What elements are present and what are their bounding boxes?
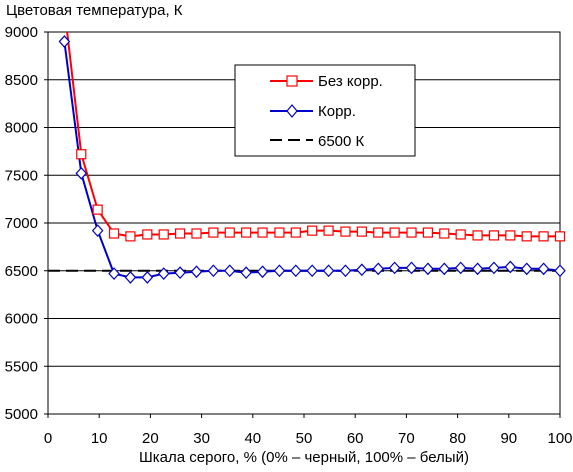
chart-title: Цветовая температура, К xyxy=(6,2,183,19)
x-tick-label: 20 xyxy=(142,430,159,447)
series-0-point xyxy=(488,230,500,241)
y-tick-label: 9000 xyxy=(5,24,38,41)
series-1-point xyxy=(438,262,451,276)
series-1-point xyxy=(256,265,269,279)
series-1-point xyxy=(207,264,220,278)
legend-label-0: Без корр. xyxy=(318,73,383,90)
y-tick-label: 8000 xyxy=(5,120,38,137)
series-1-point xyxy=(504,260,517,274)
series-1-point xyxy=(108,267,120,281)
series-0-point xyxy=(290,227,301,238)
series-0-point xyxy=(92,204,103,215)
series-0-point xyxy=(257,227,268,238)
series-0-point xyxy=(142,229,153,240)
series-1-point xyxy=(471,262,484,276)
series-0-point xyxy=(406,227,417,238)
series-1-point xyxy=(339,264,352,278)
series-0-point xyxy=(472,230,483,241)
x-tick-label: 70 xyxy=(398,430,415,447)
series-1-point xyxy=(322,264,335,278)
legend-box xyxy=(234,64,416,157)
series-1-point xyxy=(240,266,252,280)
series-layer xyxy=(48,32,566,284)
x-tick-label: 0 xyxy=(44,430,52,447)
series-0-point xyxy=(505,230,516,241)
series-1-point xyxy=(372,262,385,276)
series-1-point xyxy=(75,166,88,180)
x-tick-label: 90 xyxy=(500,430,517,447)
y-axis: 5000 5500 6000 6500 7000 7500 8000 8500 9000 xyxy=(5,24,48,423)
series-1-point xyxy=(223,264,236,278)
series-1-point xyxy=(356,263,368,277)
x-axis: 0 10 20 30 40 50 60 70 80 90 100 xyxy=(44,414,573,447)
series-1-point xyxy=(405,261,418,275)
series-0-point xyxy=(521,231,532,242)
series-0-point xyxy=(307,225,318,236)
series-1-point xyxy=(554,264,566,278)
series-1-point xyxy=(190,265,203,279)
series-0-point xyxy=(439,228,450,239)
series-1-point xyxy=(91,224,104,238)
y-tick-label: 8500 xyxy=(5,72,38,89)
series-0-point xyxy=(389,227,400,238)
series-0-point xyxy=(191,228,202,239)
series-1-point xyxy=(124,271,137,284)
series-0-point xyxy=(125,231,136,242)
series-0-point xyxy=(241,227,252,238)
series-0-point xyxy=(274,227,285,238)
series-1-point xyxy=(174,266,186,280)
series-0-point xyxy=(455,229,466,240)
series-0-point xyxy=(158,229,169,240)
series-0-point xyxy=(108,228,120,239)
series-1-point xyxy=(141,271,154,284)
x-tick-label: 10 xyxy=(91,430,108,447)
series-0-point xyxy=(208,227,219,238)
y-tick-label: 5500 xyxy=(5,358,38,375)
x-tick-label: 30 xyxy=(193,430,210,447)
series-0-point xyxy=(356,226,367,237)
y-tick-label: 6000 xyxy=(5,311,38,328)
series-1-point xyxy=(289,264,302,278)
series-0-point xyxy=(174,228,186,239)
series-1-point xyxy=(488,261,500,275)
x-tick-label: 40 xyxy=(244,430,261,447)
series-0-point xyxy=(224,227,235,238)
legend-label-2: 6500 К xyxy=(318,133,365,150)
series-1-point xyxy=(422,262,434,276)
x-axis-label: Шкала серого, % (0% – черный, 100% – бел… xyxy=(139,449,469,466)
y-tick-label: 7000 xyxy=(5,215,38,232)
legend-label-1: Корр. xyxy=(318,103,356,120)
x-tick-label: 100 xyxy=(547,430,572,447)
legend-marker-0 xyxy=(286,75,298,87)
series-1-point xyxy=(537,262,550,276)
series-0-point xyxy=(76,149,87,160)
x-tick-label: 50 xyxy=(296,430,313,447)
series-1-point xyxy=(388,261,401,275)
series-1-point xyxy=(454,261,467,275)
x-tick-label: 80 xyxy=(449,430,466,447)
series-0-point xyxy=(340,226,351,237)
series-1-point xyxy=(306,264,319,278)
series-1-point xyxy=(273,264,286,278)
series-0-point xyxy=(323,225,334,236)
x-tick-label: 60 xyxy=(347,430,364,447)
series-0-point xyxy=(538,231,549,242)
y-tick-label: 7500 xyxy=(5,167,38,184)
series-0-point xyxy=(373,227,384,238)
series-1-point xyxy=(520,262,533,276)
y-tick-label: 5000 xyxy=(5,406,38,423)
legend-marker-1 xyxy=(286,104,298,118)
y-tick-label: 6500 xyxy=(5,263,38,280)
series-0-point xyxy=(422,227,434,238)
legend: Без корр. Корр. 6500 К xyxy=(234,64,416,157)
series-1-point xyxy=(157,267,170,281)
series-0-point xyxy=(554,231,566,242)
series-1-point xyxy=(58,35,71,48)
